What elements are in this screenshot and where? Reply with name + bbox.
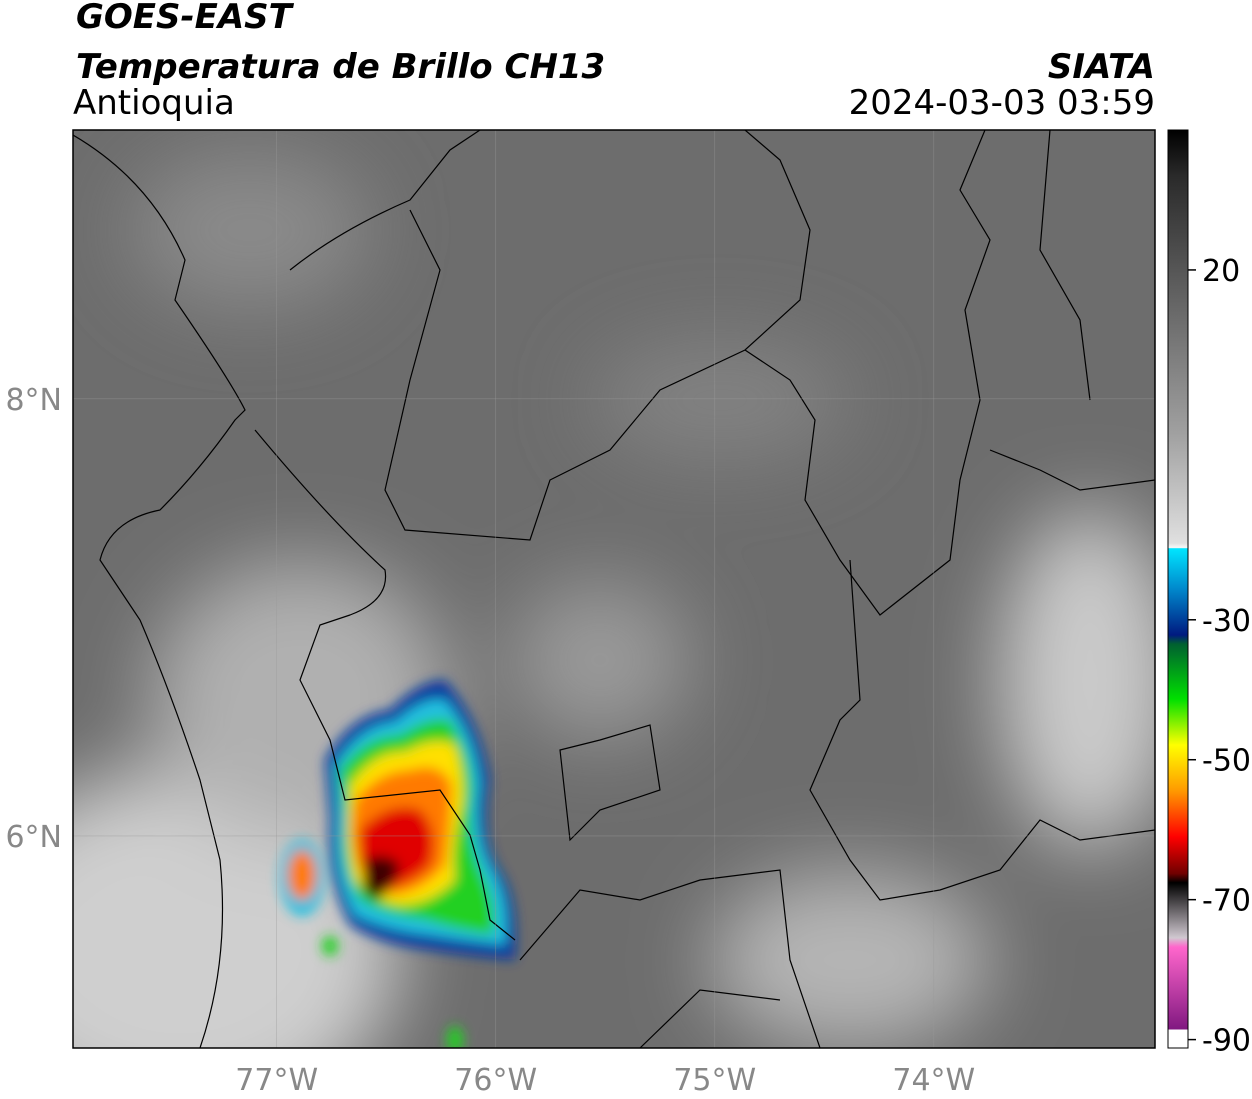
boundaries: [73, 130, 1155, 1048]
y-tick-label: 8°N: [5, 383, 62, 418]
colorbar-tick-label: -90: [1202, 1024, 1251, 1059]
colorbar: [1167, 129, 1189, 1049]
subtitle: Temperatura de Brillo CH13: [76, 47, 605, 87]
colorbar-tick-label: -30: [1202, 604, 1251, 639]
colorbar-tick-label: 20: [1202, 254, 1240, 289]
y-tick-label: 6°N: [5, 820, 62, 855]
map: [73, 130, 1155, 1048]
colorbar-tick-label: -50: [1202, 744, 1251, 779]
x-tick-label: 77°W: [235, 1063, 318, 1098]
colorbar-tick-label: -70: [1202, 884, 1251, 919]
source: SIATA: [1048, 47, 1155, 87]
clouds: [73, 150, 1155, 1048]
timestamp: 2024-03-03 03:59: [849, 83, 1155, 123]
title: GOES-EAST: [76, 0, 295, 37]
storm: [280, 680, 516, 1048]
x-tick-label: 74°W: [892, 1063, 975, 1098]
x-tick-label: 75°W: [673, 1063, 756, 1098]
x-tick-label: 76°W: [454, 1063, 537, 1098]
region: Antioquia: [73, 83, 235, 123]
map-frame: [72, 129, 1156, 1049]
